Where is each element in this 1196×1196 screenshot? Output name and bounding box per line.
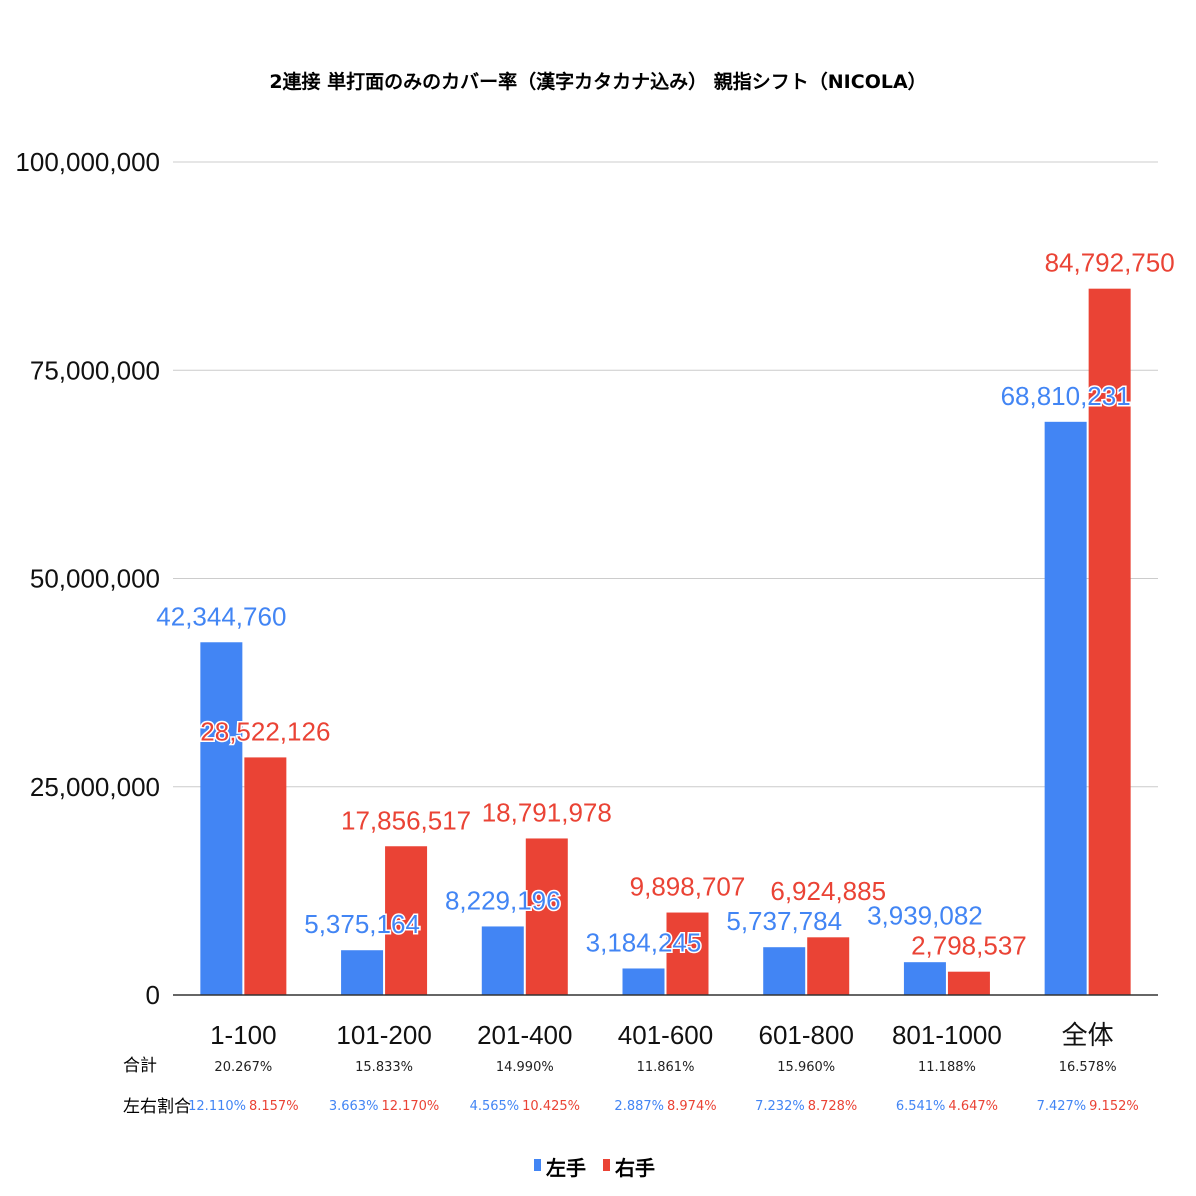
left-right-ratio: 7.232% 8.728% bbox=[755, 1099, 857, 1114]
data-label-right-hand: 2,798,537 bbox=[911, 931, 1027, 961]
data-label-left-hand: 5,737,784 bbox=[726, 906, 842, 936]
total-ratio: 15.960% bbox=[777, 1060, 835, 1075]
legend-label-right-hand: 右手 bbox=[615, 1156, 655, 1180]
legend: 左手 右手 bbox=[534, 1156, 655, 1180]
right-ratio: 4.647% bbox=[948, 1099, 998, 1114]
left-right-ratio: 7.427% 9.152% bbox=[1037, 1099, 1139, 1114]
data-label-right-hand: 28,522,126 bbox=[200, 716, 330, 746]
bar-right-hand bbox=[666, 912, 709, 995]
data-label-right-hand: 84,792,750 bbox=[1045, 248, 1175, 278]
data-label-right-hand: 6,924,885 bbox=[770, 876, 886, 906]
x-tick-label: 801-1000 bbox=[892, 1020, 1002, 1050]
right-ratio: 10.425% bbox=[522, 1099, 580, 1114]
row-label-total: 合計 bbox=[123, 1056, 157, 1076]
bar-right-hand bbox=[947, 971, 990, 995]
bar-right-hand bbox=[525, 838, 568, 995]
left-right-ratio: 2.887% 8.974% bbox=[614, 1099, 716, 1114]
total-ratio: 11.188% bbox=[918, 1060, 976, 1075]
data-label-left-hand: 5,375,164 bbox=[304, 909, 420, 939]
left-ratio: 6.541% bbox=[896, 1099, 946, 1114]
data-label-left-hand: 8,229,196 bbox=[445, 885, 561, 915]
x-tick-label: 201-400 bbox=[477, 1020, 572, 1050]
x-tick-label: 601-800 bbox=[759, 1020, 854, 1050]
left-ratio: 7.427% bbox=[1037, 1099, 1087, 1114]
left-right-ratio: 12.110% 8.157% bbox=[188, 1099, 298, 1114]
bar-left-hand bbox=[341, 950, 384, 995]
y-tick-label: 0 bbox=[146, 980, 160, 1010]
y-tick-label: 75,000,000 bbox=[30, 355, 160, 385]
data-label-left-hand: 68,810,231 bbox=[1001, 381, 1131, 411]
row-label-ratio: 左右割合 bbox=[123, 1097, 191, 1117]
data-label-left-hand: 3,939,082 bbox=[867, 901, 983, 931]
data-label-right-hand: 9,898,707 bbox=[630, 872, 746, 902]
left-ratio: 3.663% bbox=[329, 1099, 379, 1114]
right-ratio: 12.170% bbox=[381, 1099, 439, 1114]
legend-label-left-hand: 左手 bbox=[546, 1156, 586, 1180]
total-ratio: 14.990% bbox=[496, 1060, 554, 1075]
x-tick-label: 1-100 bbox=[210, 1020, 277, 1050]
total-ratio: 15.833% bbox=[355, 1060, 413, 1075]
bar-right-hand bbox=[1088, 288, 1131, 995]
total-ratio: 20.267% bbox=[214, 1060, 272, 1075]
bar-right-hand bbox=[807, 937, 850, 995]
bar-right-hand bbox=[385, 846, 428, 995]
axes: 0 25,000,000 50,000,000 75,000,000 100,000,0… bbox=[15, 147, 1158, 1050]
left-ratio: 12.110% bbox=[188, 1099, 246, 1114]
bar-right-hand bbox=[244, 757, 287, 995]
bar-left-hand bbox=[763, 947, 806, 995]
y-tick-label: 100,000,000 bbox=[15, 147, 160, 177]
left-right-ratio: 4.565% 10.425% bbox=[470, 1099, 580, 1114]
left-ratio: 7.232% bbox=[755, 1099, 805, 1114]
total-ratio: 11.861% bbox=[637, 1060, 695, 1075]
x-tick-label: 401-600 bbox=[618, 1020, 713, 1050]
data-label-left-hand: 42,344,760 bbox=[156, 601, 286, 631]
data-label-left-hand: 3,184,245 bbox=[586, 927, 702, 957]
data-label-right-hand: 17,856,517 bbox=[341, 805, 471, 835]
legend-swatch-left-hand bbox=[534, 1159, 541, 1171]
bar-left-hand bbox=[1044, 421, 1087, 995]
right-ratio: 8.728% bbox=[808, 1099, 858, 1114]
x-tick-label: 全体 bbox=[1062, 1020, 1114, 1050]
total-ratio: 16.578% bbox=[1059, 1060, 1117, 1075]
right-ratio: 8.157% bbox=[249, 1099, 299, 1114]
right-ratio: 9.152% bbox=[1089, 1099, 1139, 1114]
chart-title: 2連接 単打面のみのカバー率（漢字カタカナ込み） 親指シフト（NICOLA） bbox=[269, 70, 926, 93]
y-tick-label: 25,000,000 bbox=[30, 772, 160, 802]
left-ratio: 2.887% bbox=[614, 1099, 664, 1114]
left-right-ratio: 3.663% 12.170% bbox=[329, 1099, 439, 1114]
right-ratio: 8.974% bbox=[667, 1099, 717, 1114]
bar-left-hand bbox=[200, 642, 243, 995]
left-right-ratio: 6.541% 4.647% bbox=[896, 1099, 998, 1114]
gridlines bbox=[173, 161, 1158, 788]
y-tick-label: 50,000,000 bbox=[30, 564, 160, 594]
bar-left-hand bbox=[622, 968, 665, 995]
ratio-table: 合計 左右割合 20.267% 12.110% 8.157% 15.833% 3.663… bbox=[123, 1056, 1139, 1117]
x-tick-label: 101-200 bbox=[336, 1020, 431, 1050]
bar-left-hand bbox=[481, 926, 524, 995]
data-labels: 42,344,760 28,522,126 5,375,164 17,856,517 8… bbox=[155, 246, 1176, 962]
bar-left-hand bbox=[903, 962, 946, 995]
data-label-right-hand: 18,791,978 bbox=[482, 797, 612, 827]
left-ratio: 4.565% bbox=[470, 1099, 520, 1114]
bars bbox=[200, 288, 1131, 995]
legend-swatch-right-hand bbox=[603, 1159, 610, 1171]
